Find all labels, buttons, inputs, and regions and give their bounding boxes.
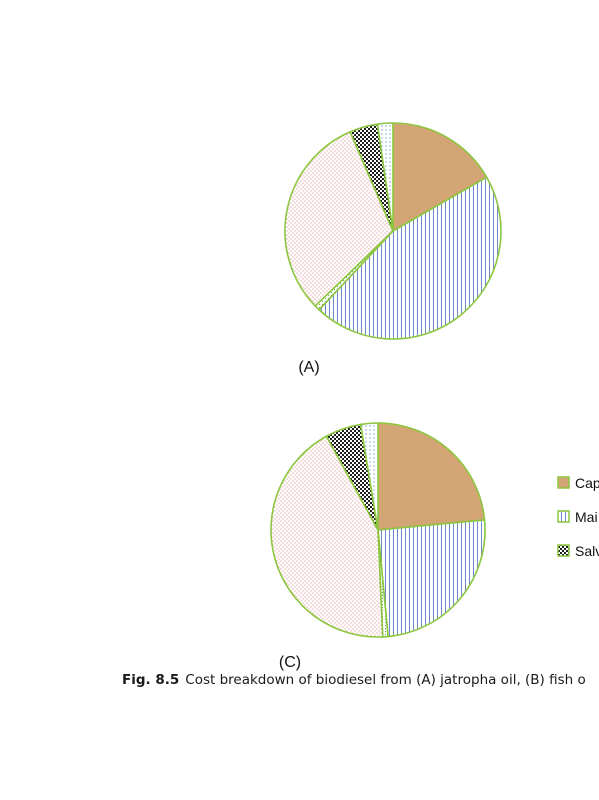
- panel-label-a: (A): [298, 359, 319, 376]
- pie-a-slice-capital: [392, 122, 488, 232]
- pie-c-slice-operating: [270, 435, 384, 638]
- pie-a-slice-other: [376, 122, 394, 232]
- legend-entry-maintenance: Mai: [557, 509, 598, 525]
- panel-label-c: (C): [279, 654, 301, 671]
- pie-a-slice-maintenance: [318, 176, 502, 340]
- caption-text: Cost breakdown of biodiesel from (A) jat…: [185, 672, 586, 688]
- legend-swatch-maintenance: [557, 510, 570, 523]
- legend-label-salvage: Salv: [575, 543, 599, 559]
- pie-c-slice-other: [359, 422, 379, 531]
- legend-swatch-capital: [557, 476, 570, 489]
- pie-c-slice-capital: [377, 422, 486, 531]
- pie-c-slice-maintenance: [377, 519, 486, 638]
- figure-caption: Fig. 8.5 Cost breakdown of biodiesel from…: [122, 672, 586, 688]
- legend-label-maintenance: Mai: [575, 509, 598, 525]
- legend-swatch-salvage: [557, 544, 570, 557]
- legend-label-capital: Cap: [575, 475, 599, 491]
- pie-chart-c: [270, 422, 486, 638]
- caption-label: Fig. 8.5: [122, 672, 180, 688]
- pie-chart-a: [284, 122, 502, 340]
- legend: Cap Mai Salv: [557, 475, 599, 559]
- legend-entry-capital: Cap: [557, 475, 599, 491]
- pie-a-slice-operating: [284, 131, 394, 307]
- legend-entry-salvage: Salv: [557, 543, 599, 559]
